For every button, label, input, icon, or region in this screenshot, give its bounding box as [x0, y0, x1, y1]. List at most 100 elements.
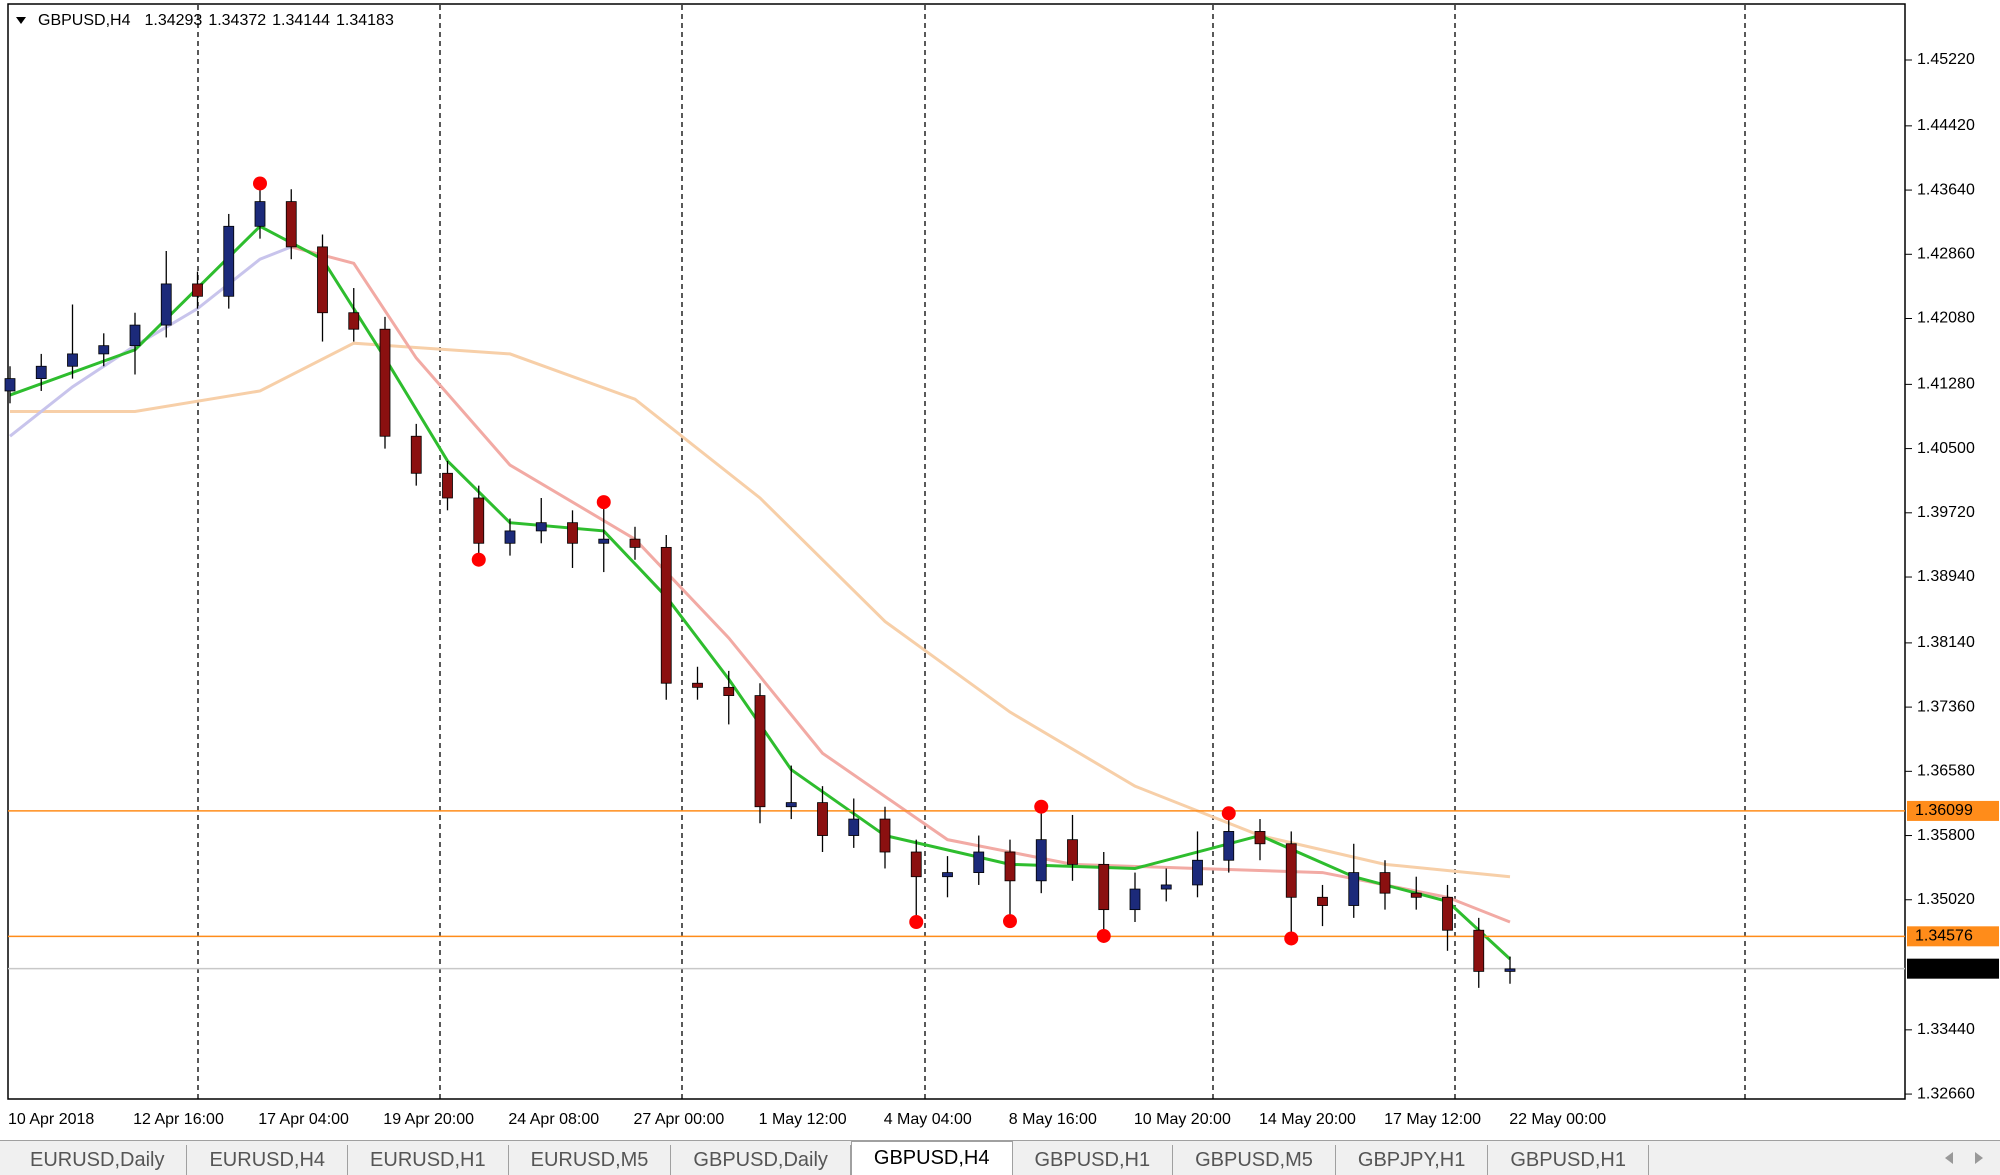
x-tick-label: 19 Apr 20:00 [383, 1111, 474, 1128]
x-tick-label: 8 May 16:00 [1009, 1111, 1097, 1128]
candle-body [35, 365, 47, 380]
chart-tab[interactable]: GBPUSD,Daily [671, 1145, 851, 1175]
candle-body [817, 802, 828, 836]
y-tick-label: 1.44420 [1917, 117, 1975, 134]
x-tick-label: 27 Apr 00:00 [634, 1111, 725, 1128]
fractal-marker [596, 495, 611, 510]
candle-body [754, 695, 766, 808]
fractal-marker [1284, 931, 1299, 946]
chart-tab[interactable]: GBPJPY,H1 [1336, 1145, 1489, 1175]
candle-body [410, 435, 422, 474]
moving-average [9, 224, 1512, 961]
chart-tab[interactable]: GBPUSD,H1 [1013, 1145, 1174, 1175]
candle-body [1098, 863, 1110, 911]
x-tick-label: 14 May 20:00 [1259, 1111, 1356, 1128]
candle-body [4, 378, 16, 392]
y-tick-label: 1.33440 [1917, 1021, 1975, 1038]
y-tick-label: 1.35800 [1917, 827, 1975, 844]
y-tick-label: 1.36580 [1917, 763, 1975, 780]
chart-tab[interactable]: EURUSD,H1 [348, 1145, 509, 1175]
candle-body [317, 246, 328, 314]
candle-body [254, 201, 266, 227]
moving-average [290, 245, 1511, 924]
candle-body [1317, 896, 1328, 906]
chart-tab[interactable]: GBPUSD,H4 [850, 1141, 1013, 1175]
candle-body [98, 345, 110, 355]
candle-body [1348, 872, 1360, 906]
y-tick-label: 1.38140 [1917, 634, 1975, 651]
candle-body [473, 497, 485, 544]
candle-body [1035, 839, 1047, 882]
period-separators [197, 5, 1746, 1099]
chart-header: GBPUSD,H4 1.34293 1.34372 1.34144 1.34183 [38, 12, 394, 29]
y-tick-label: 1.42860 [1917, 246, 1975, 263]
candle-body [192, 283, 203, 297]
chart: GBPUSD,H4 1.34293 1.34372 1.34144 1.34183 1.4… [4, 3, 1999, 1128]
candle-body [1285, 843, 1297, 898]
symbol: GBPUSD,H4 [38, 12, 131, 29]
candle-body [67, 353, 78, 367]
candle-body [567, 522, 578, 544]
y-tick-label: 1.32660 [1917, 1085, 1975, 1102]
candle-body [1160, 884, 1172, 890]
candle-body [910, 851, 922, 878]
y-tick-label: 1.38940 [1917, 568, 1975, 585]
price-level-label: 1.34576 [1915, 928, 1973, 945]
fractal-marker [1003, 914, 1017, 929]
y-tick-label: 1.43640 [1917, 181, 1975, 198]
scroll-right[interactable] [1975, 1152, 1983, 1164]
candle-body [942, 872, 953, 878]
candle-body [1410, 892, 1422, 898]
x-tick-label: 17 Apr 04:00 [258, 1111, 349, 1128]
candle-body [598, 538, 610, 544]
candle-body [442, 472, 453, 499]
y-tick-label: 1.39720 [1917, 504, 1975, 521]
candle-body [1223, 831, 1235, 861]
candle-body [348, 312, 360, 330]
candle-body [379, 328, 391, 437]
candle-body [1067, 839, 1078, 865]
tab-scroll[interactable] [1935, 1143, 1995, 1173]
candle-body [285, 201, 297, 248]
candle-body [785, 802, 797, 808]
candle-body [1129, 888, 1141, 911]
x-tick-label: 4 May 04:00 [884, 1111, 972, 1128]
chart-tab[interactable]: EURUSD,Daily [8, 1145, 188, 1175]
x-tick-label: 24 Apr 08:00 [508, 1111, 599, 1128]
ohlc-value: 1.34372 [208, 12, 266, 29]
y-tick-label: 1.37360 [1917, 698, 1975, 715]
candle-body [1504, 968, 1516, 972]
price-level-label: 1.34183 [1915, 960, 1973, 977]
price-level-label: 1.36099 [1915, 802, 1973, 819]
candle-body [1254, 831, 1266, 845]
ohlc-value: 1.34144 [272, 12, 330, 29]
candle-body [629, 538, 641, 548]
x-tick-label: 17 May 12:00 [1384, 1111, 1481, 1128]
candle-body [879, 818, 891, 853]
chart-tab[interactable]: EURUSD,H4 [187, 1145, 349, 1175]
fractal-marker [1034, 799, 1049, 814]
candle-body [160, 283, 172, 326]
fractal-marker [1096, 928, 1111, 943]
candle-body [129, 324, 141, 347]
y-tick-label: 1.42080 [1917, 310, 1975, 327]
fractal-marker [253, 176, 267, 191]
menu-triangle[interactable] [16, 17, 26, 24]
scroll-left[interactable] [1945, 1152, 1953, 1164]
candle-body [848, 818, 860, 836]
candle-body [692, 682, 703, 688]
price-level-box [1907, 926, 1999, 947]
y-tick-label: 1.35020 [1917, 891, 1975, 908]
candle-body [223, 225, 235, 297]
x-tick-label: 1 May 12:00 [759, 1111, 847, 1128]
chart-tab[interactable]: GBPUSD,H1 [1488, 1145, 1649, 1175]
candle-body [660, 546, 672, 684]
tab-bar: EURUSD,Daily EURUSD,H4 EURUSD,H1 EURUSD,M5 G… [0, 1140, 2000, 1175]
candle-body [1004, 851, 1016, 882]
chart-tab[interactable]: GBPUSD,M5 [1173, 1145, 1336, 1175]
y-tick-label: 1.45220 [1917, 51, 1975, 68]
chart-tab[interactable]: EURUSD,M5 [509, 1145, 672, 1175]
price-level-box [1907, 958, 1999, 979]
candle-body [723, 686, 735, 696]
candle-body [1473, 929, 1485, 972]
